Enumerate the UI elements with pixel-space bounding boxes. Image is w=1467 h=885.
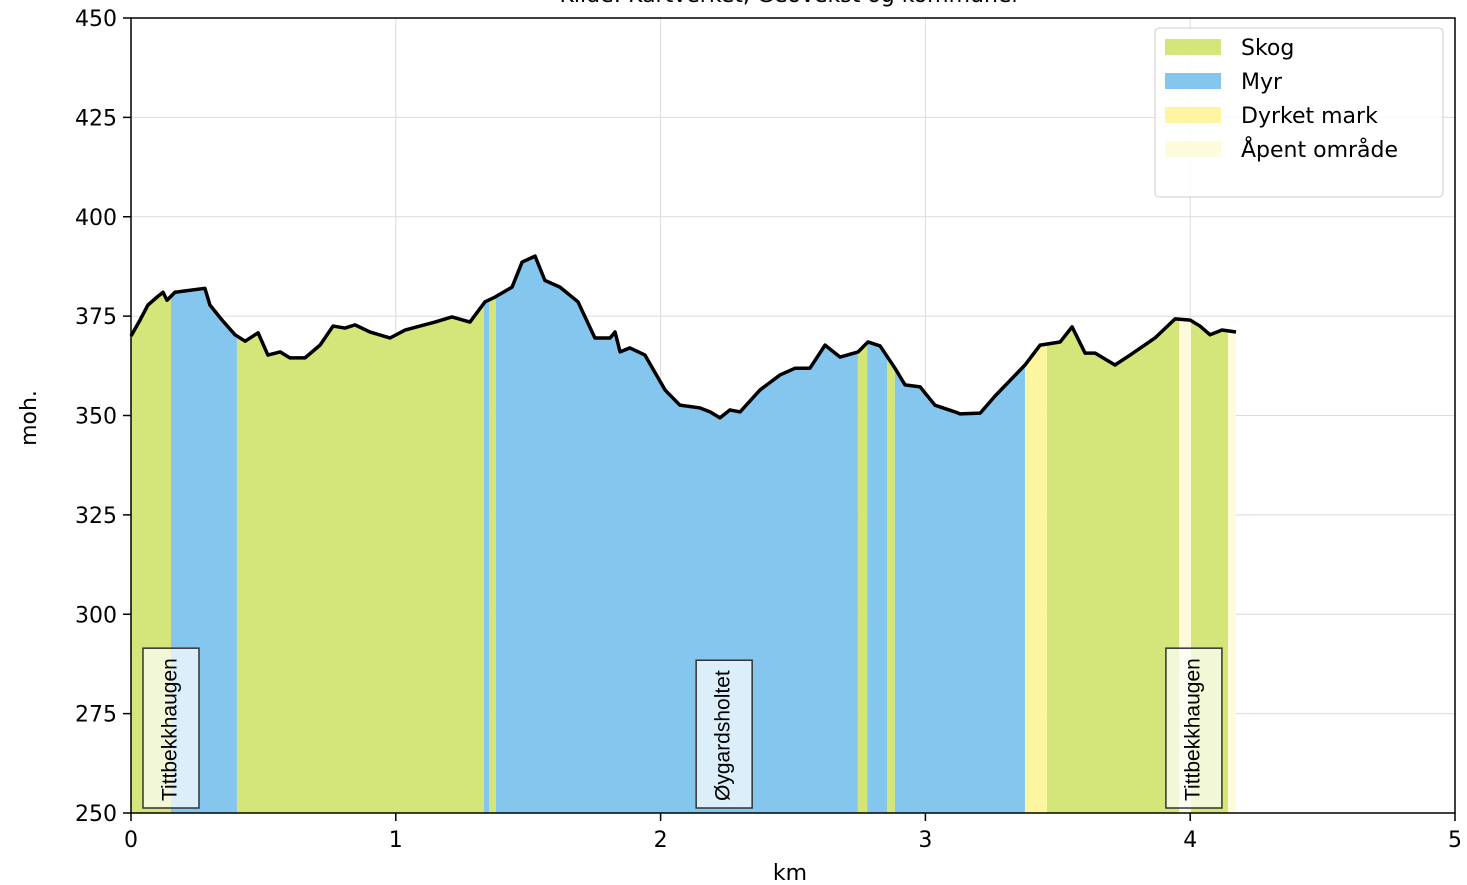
annotation: Øygardsholtet xyxy=(695,659,753,809)
chart-subtitle: Kilde: Kartverket, Geovekst og kommuner xyxy=(559,0,1021,8)
legend-box xyxy=(1154,27,1444,198)
y-tick-label: 425 xyxy=(75,106,117,131)
y-tick-label: 325 xyxy=(75,504,117,529)
annotation-box xyxy=(1165,647,1223,809)
land-cover-segment xyxy=(1179,256,1191,813)
annotation-label: Tittbekkhaugen xyxy=(159,658,182,801)
legend-label: Åpent område xyxy=(1241,136,1398,163)
land-cover-segment xyxy=(867,256,888,813)
x-tick-label: 5 xyxy=(1448,828,1462,853)
legend-label: Dyrket mark xyxy=(1241,104,1378,129)
y-tick-label: 275 xyxy=(75,703,117,728)
land-cover-segment xyxy=(483,256,490,813)
legend-label: Skog xyxy=(1241,36,1294,61)
x-tick-label: 2 xyxy=(654,828,668,853)
y-tick-label: 450 xyxy=(75,7,117,32)
annotation-box xyxy=(695,659,753,809)
land-cover xyxy=(131,256,1237,813)
annotation: Tittbekkhaugen xyxy=(1165,647,1223,809)
y-tick-label: 250 xyxy=(75,802,117,827)
land-cover-segment xyxy=(887,256,895,813)
legend-swatch xyxy=(1165,141,1221,157)
legend-swatch xyxy=(1165,39,1221,55)
land-cover-segment xyxy=(1228,256,1237,813)
y-tick-label: 400 xyxy=(75,206,117,231)
land-cover-segment xyxy=(236,256,484,813)
annotation: Tittbekkhaugen xyxy=(142,647,200,809)
land-cover-segment xyxy=(1024,256,1047,813)
annotation-box xyxy=(142,647,200,809)
x-tick-label: 1 xyxy=(389,828,403,853)
legend-swatch xyxy=(1165,73,1221,89)
y-tick-label: 350 xyxy=(75,405,117,430)
land-cover-segment xyxy=(857,256,868,813)
land-cover-segment xyxy=(489,256,496,813)
elevation-line xyxy=(129,254,1237,420)
x-axis-label: km xyxy=(773,861,807,885)
annotation-label: Tittbekkhaugen xyxy=(1181,658,1204,801)
y-tick-label: 375 xyxy=(75,305,117,330)
land-cover-segment xyxy=(495,256,858,813)
x-tick-label: 3 xyxy=(918,828,932,853)
x-tick-label: 0 xyxy=(124,828,138,853)
annotation-label: Øygardsholtet xyxy=(712,670,735,801)
y-axis-label: moh. xyxy=(17,390,42,446)
legend-swatch xyxy=(1165,107,1221,123)
legend: Skog Myr Dyrket mark Åpent område xyxy=(1154,27,1444,198)
y-tick-label: 300 xyxy=(75,603,117,628)
legend-label: Myr xyxy=(1241,70,1283,95)
x-tick-label: 4 xyxy=(1183,828,1197,853)
